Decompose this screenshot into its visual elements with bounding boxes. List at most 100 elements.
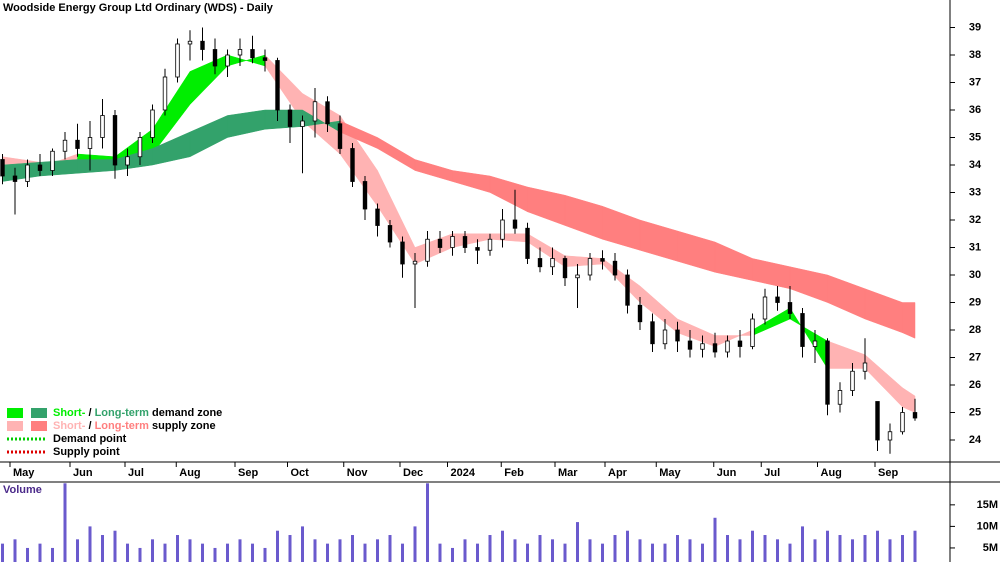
legend-part: Long-term <box>95 420 150 432</box>
x-tick-label: May <box>13 467 35 479</box>
y-tick-label: 5M <box>983 542 998 554</box>
volume-bar <box>613 535 617 562</box>
candle-body <box>900 412 905 433</box>
volume-bar <box>463 539 467 562</box>
legend-swatch <box>7 421 23 431</box>
volume-bar <box>551 539 554 562</box>
x-tick-label: Dec <box>403 467 423 479</box>
legend-part: / <box>85 420 94 432</box>
x-tick-label: Jun <box>717 467 737 479</box>
volume-bar <box>776 539 779 562</box>
candle-body <box>912 412 918 419</box>
x-tick-label: Mar <box>558 467 578 479</box>
zone-band <box>264 109 303 130</box>
candle-body <box>737 340 743 347</box>
volume-bar <box>201 543 204 562</box>
volume-bar <box>788 543 792 562</box>
volume-bar <box>388 535 392 562</box>
volume-bar <box>113 530 117 562</box>
zone-band <box>39 159 78 177</box>
candle-body <box>575 274 580 279</box>
x-tick-label: Sep <box>238 467 258 479</box>
candle-body <box>37 164 43 171</box>
volume-bar <box>363 543 367 562</box>
y-tick-label: 35 <box>969 131 981 143</box>
candle-body <box>837 390 843 405</box>
candle-body <box>237 49 243 56</box>
volume-bar <box>576 522 579 562</box>
candle-body <box>825 340 830 405</box>
candle-body <box>187 40 193 45</box>
volume-bar <box>301 526 304 562</box>
candle-body <box>437 238 443 248</box>
volume-bar <box>651 543 654 562</box>
legend-label: Short- / Long-term demand zone <box>53 407 222 419</box>
candle-body <box>500 219 505 240</box>
x-tick-label: Apr <box>608 467 628 479</box>
candle-body <box>612 260 618 276</box>
volume-bar <box>563 543 567 562</box>
candle-body <box>562 258 568 279</box>
volume-bar <box>488 535 492 562</box>
legend-part: supply zone <box>149 420 216 432</box>
candle-body <box>350 148 355 182</box>
legend-label: Supply point <box>53 446 120 458</box>
volume-bar <box>663 543 667 562</box>
candle-body <box>25 164 30 182</box>
candle-body <box>487 238 493 251</box>
axes: 24 25 26 27 28 29 30 31 32 33 34 35 36 37 38 39 May Jun Ju… <box>9 21 998 554</box>
candle-body <box>425 238 430 262</box>
y-tick-label: 32 <box>969 214 981 226</box>
volume-bar <box>238 539 242 562</box>
y-tick-label: 38 <box>969 49 981 61</box>
candle-body <box>212 49 218 67</box>
volume-bar <box>601 543 604 562</box>
legend-swatch <box>31 408 47 418</box>
legend-part: demand zone <box>149 407 222 419</box>
candle-body <box>137 137 143 158</box>
volume-bar <box>513 539 517 562</box>
candle-body <box>387 225 393 243</box>
volume-bar <box>438 543 442 562</box>
candle-body <box>0 159 5 177</box>
candle-body <box>512 219 518 229</box>
volume-bar <box>138 547 142 562</box>
candle-body <box>800 313 805 347</box>
volume-bars <box>1 483 917 562</box>
x-tick-label: Feb <box>504 467 524 479</box>
volume-bar <box>876 530 879 562</box>
legend-label: Short- / Long-term supply zone <box>53 420 216 432</box>
candle-body <box>375 208 380 226</box>
volume-bar <box>326 543 329 562</box>
volume-bar <box>476 543 479 562</box>
candle-body <box>525 227 530 259</box>
candle-body <box>537 258 543 268</box>
volume-bar <box>176 535 179 562</box>
x-tick-label: Sep <box>878 467 898 479</box>
x-tick-label: Nov <box>347 467 369 479</box>
volume-bar <box>63 483 67 562</box>
candle-body <box>175 43 180 78</box>
volume-title: Volume <box>3 484 42 496</box>
volume-bar <box>901 535 904 562</box>
volume-bar <box>726 535 729 562</box>
volume-bar <box>1 543 4 562</box>
legend-swatch <box>7 408 23 418</box>
y-tick-label: 28 <box>969 324 981 336</box>
volume-bar <box>638 539 642 562</box>
candles <box>0 27 918 454</box>
volume-bar <box>338 539 342 562</box>
candle-body <box>112 115 118 166</box>
volume-bar <box>38 543 42 562</box>
candle-body <box>300 120 305 127</box>
volume-bar <box>351 535 354 562</box>
candle-body <box>75 139 80 149</box>
volume-bar <box>626 530 629 562</box>
candle-body <box>150 109 155 138</box>
y-tick-label: 29 <box>969 296 981 308</box>
y-tick-label: 34 <box>969 159 982 171</box>
volume-bar <box>401 543 404 562</box>
candle-body <box>862 362 868 372</box>
volume-bar <box>751 530 754 562</box>
candle-body <box>687 340 693 350</box>
